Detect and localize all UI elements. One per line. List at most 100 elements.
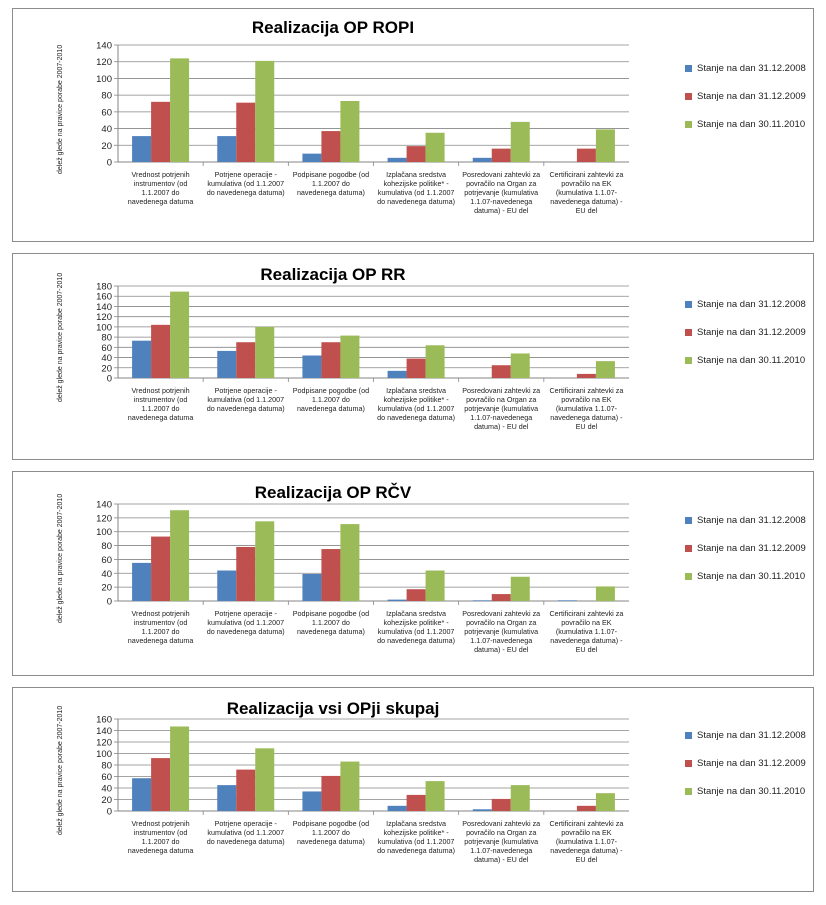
x-category-label: Certificirani zahtevki za povračilo na E… [549, 819, 624, 864]
legend-swatch [685, 301, 692, 308]
chart-panel: 0 20 40 60 80 100 120 140 Vrednost potrjenih ins… [12, 471, 814, 676]
y-tick-label: 0 [107, 807, 112, 818]
bar [302, 573, 322, 601]
bar [340, 761, 360, 811]
y-tick-label: 40 [101, 124, 112, 135]
y-tick-label: 100 [96, 749, 112, 760]
bar [491, 594, 511, 601]
bar [170, 726, 190, 811]
bar [321, 775, 341, 811]
y-axis-label: delež glede na pravice porabe 2007-2010 [57, 705, 64, 835]
y-tick-label: 40 [101, 569, 112, 580]
bar [425, 570, 445, 601]
bar [387, 805, 407, 811]
bar [406, 146, 426, 162]
legend-label: Stanje na dan 31.12.2008 [697, 730, 806, 741]
legend-label: Stanje na dan 31.12.2009 [697, 543, 806, 554]
bar [321, 549, 341, 601]
legend-label: Stanje na dan 31.12.2009 [697, 758, 806, 769]
bar [510, 576, 530, 601]
bar [387, 370, 407, 378]
legend-label: Stanje na dan 31.12.2009 [697, 327, 806, 338]
x-category-label: Vrednost potrjenih instrumentov (od 1.1.… [127, 170, 194, 206]
y-tick-label: 20 [101, 141, 112, 152]
y-tick-label: 140 [96, 500, 112, 511]
legend-label: Stanje na dan 30.11.2010 [697, 786, 806, 797]
bar [387, 157, 407, 162]
x-category-label: Posredovani zahtevki za povračilo na Org… [462, 386, 541, 431]
bar [406, 358, 426, 378]
bar [425, 132, 445, 162]
y-tick-label: 20 [101, 363, 112, 374]
x-category-label: Potrjene operacije - kumulativa (od 1.1.… [206, 386, 285, 413]
bar [236, 342, 256, 378]
y-tick-label: 20 [101, 795, 112, 806]
bar [217, 350, 237, 378]
legend-label: Stanje na dan 31.12.2008 [697, 299, 806, 310]
bar [217, 570, 237, 601]
y-tick-label: 60 [101, 772, 112, 783]
bar [472, 157, 492, 162]
x-category-label: Posredovani zahtevki za povračilo na Org… [462, 819, 541, 864]
bar [255, 521, 275, 601]
bar [217, 136, 237, 162]
y-tick-label: 60 [101, 555, 112, 566]
bar [510, 353, 530, 378]
bar [255, 326, 275, 378]
legend-swatch [685, 517, 692, 524]
legend-swatch [685, 121, 692, 128]
y-tick-label: 40 [101, 353, 112, 364]
bar [132, 136, 152, 162]
legend-swatch [685, 65, 692, 72]
x-category-label: Posredovani zahtevki za povračilo na Org… [462, 609, 541, 654]
x-category-label: Izplačana sredstva kohezijske politike* … [377, 170, 456, 206]
legend-swatch [685, 732, 692, 739]
y-tick-label: 120 [96, 513, 112, 524]
chart-title: Realizacija OP RČV [254, 483, 412, 502]
bar [576, 148, 596, 162]
y-tick-label: 100 [96, 527, 112, 538]
x-category-label: Podpisane pogodbe (od 1.1.2007 do navede… [292, 819, 370, 846]
bar [151, 101, 171, 162]
x-category-label: Podpisane pogodbe (od 1.1.2007 do navede… [292, 386, 370, 413]
legend-label: Stanje na dan 30.11.2010 [697, 571, 806, 582]
bar [576, 805, 596, 811]
bar [321, 131, 341, 162]
y-tick-label: 120 [96, 738, 112, 749]
x-category-label: Podpisane pogodbe (od 1.1.2007 do navede… [292, 609, 370, 636]
y-tick-label: 80 [101, 541, 112, 552]
legend-label: Stanje na dan 31.12.2008 [697, 515, 806, 526]
bar [151, 536, 171, 601]
legend-label: Stanje na dan 30.11.2010 [697, 355, 806, 366]
y-tick-label: 80 [101, 333, 112, 344]
chart-panel: 0 20 40 60 80 100 120 140 160 Vrednost potrjenih … [12, 687, 814, 892]
bar [170, 291, 190, 378]
bar [557, 600, 577, 601]
x-category-label: Potrjene operacije - kumulativa (od 1.1.… [206, 170, 285, 197]
legend-label: Stanje na dan 31.12.2008 [697, 63, 806, 74]
bar [406, 589, 426, 601]
bar [595, 586, 615, 601]
x-category-label: Vrednost potrjenih instrumentov (od 1.1.… [127, 386, 194, 422]
legend-swatch [685, 329, 692, 336]
y-tick-label: 0 [107, 374, 112, 385]
bar [236, 769, 256, 811]
bar [236, 102, 256, 162]
legend-swatch [685, 573, 692, 580]
bar [510, 785, 530, 811]
legend-swatch [685, 93, 692, 100]
bar [151, 324, 171, 378]
chart-panel: 0 20 40 60 80 100 120 140 160 180 Vrednost potrjen… [12, 253, 814, 460]
y-tick-label: 0 [107, 597, 112, 608]
bar [302, 355, 322, 378]
bar [491, 365, 511, 378]
bar [255, 748, 275, 811]
bar [472, 809, 492, 811]
y-tick-label: 100 [96, 74, 112, 85]
bar [151, 758, 171, 811]
bar [595, 129, 615, 162]
y-tick-label: 120 [96, 312, 112, 323]
chart-title: Realizacija OP RR [260, 265, 406, 284]
